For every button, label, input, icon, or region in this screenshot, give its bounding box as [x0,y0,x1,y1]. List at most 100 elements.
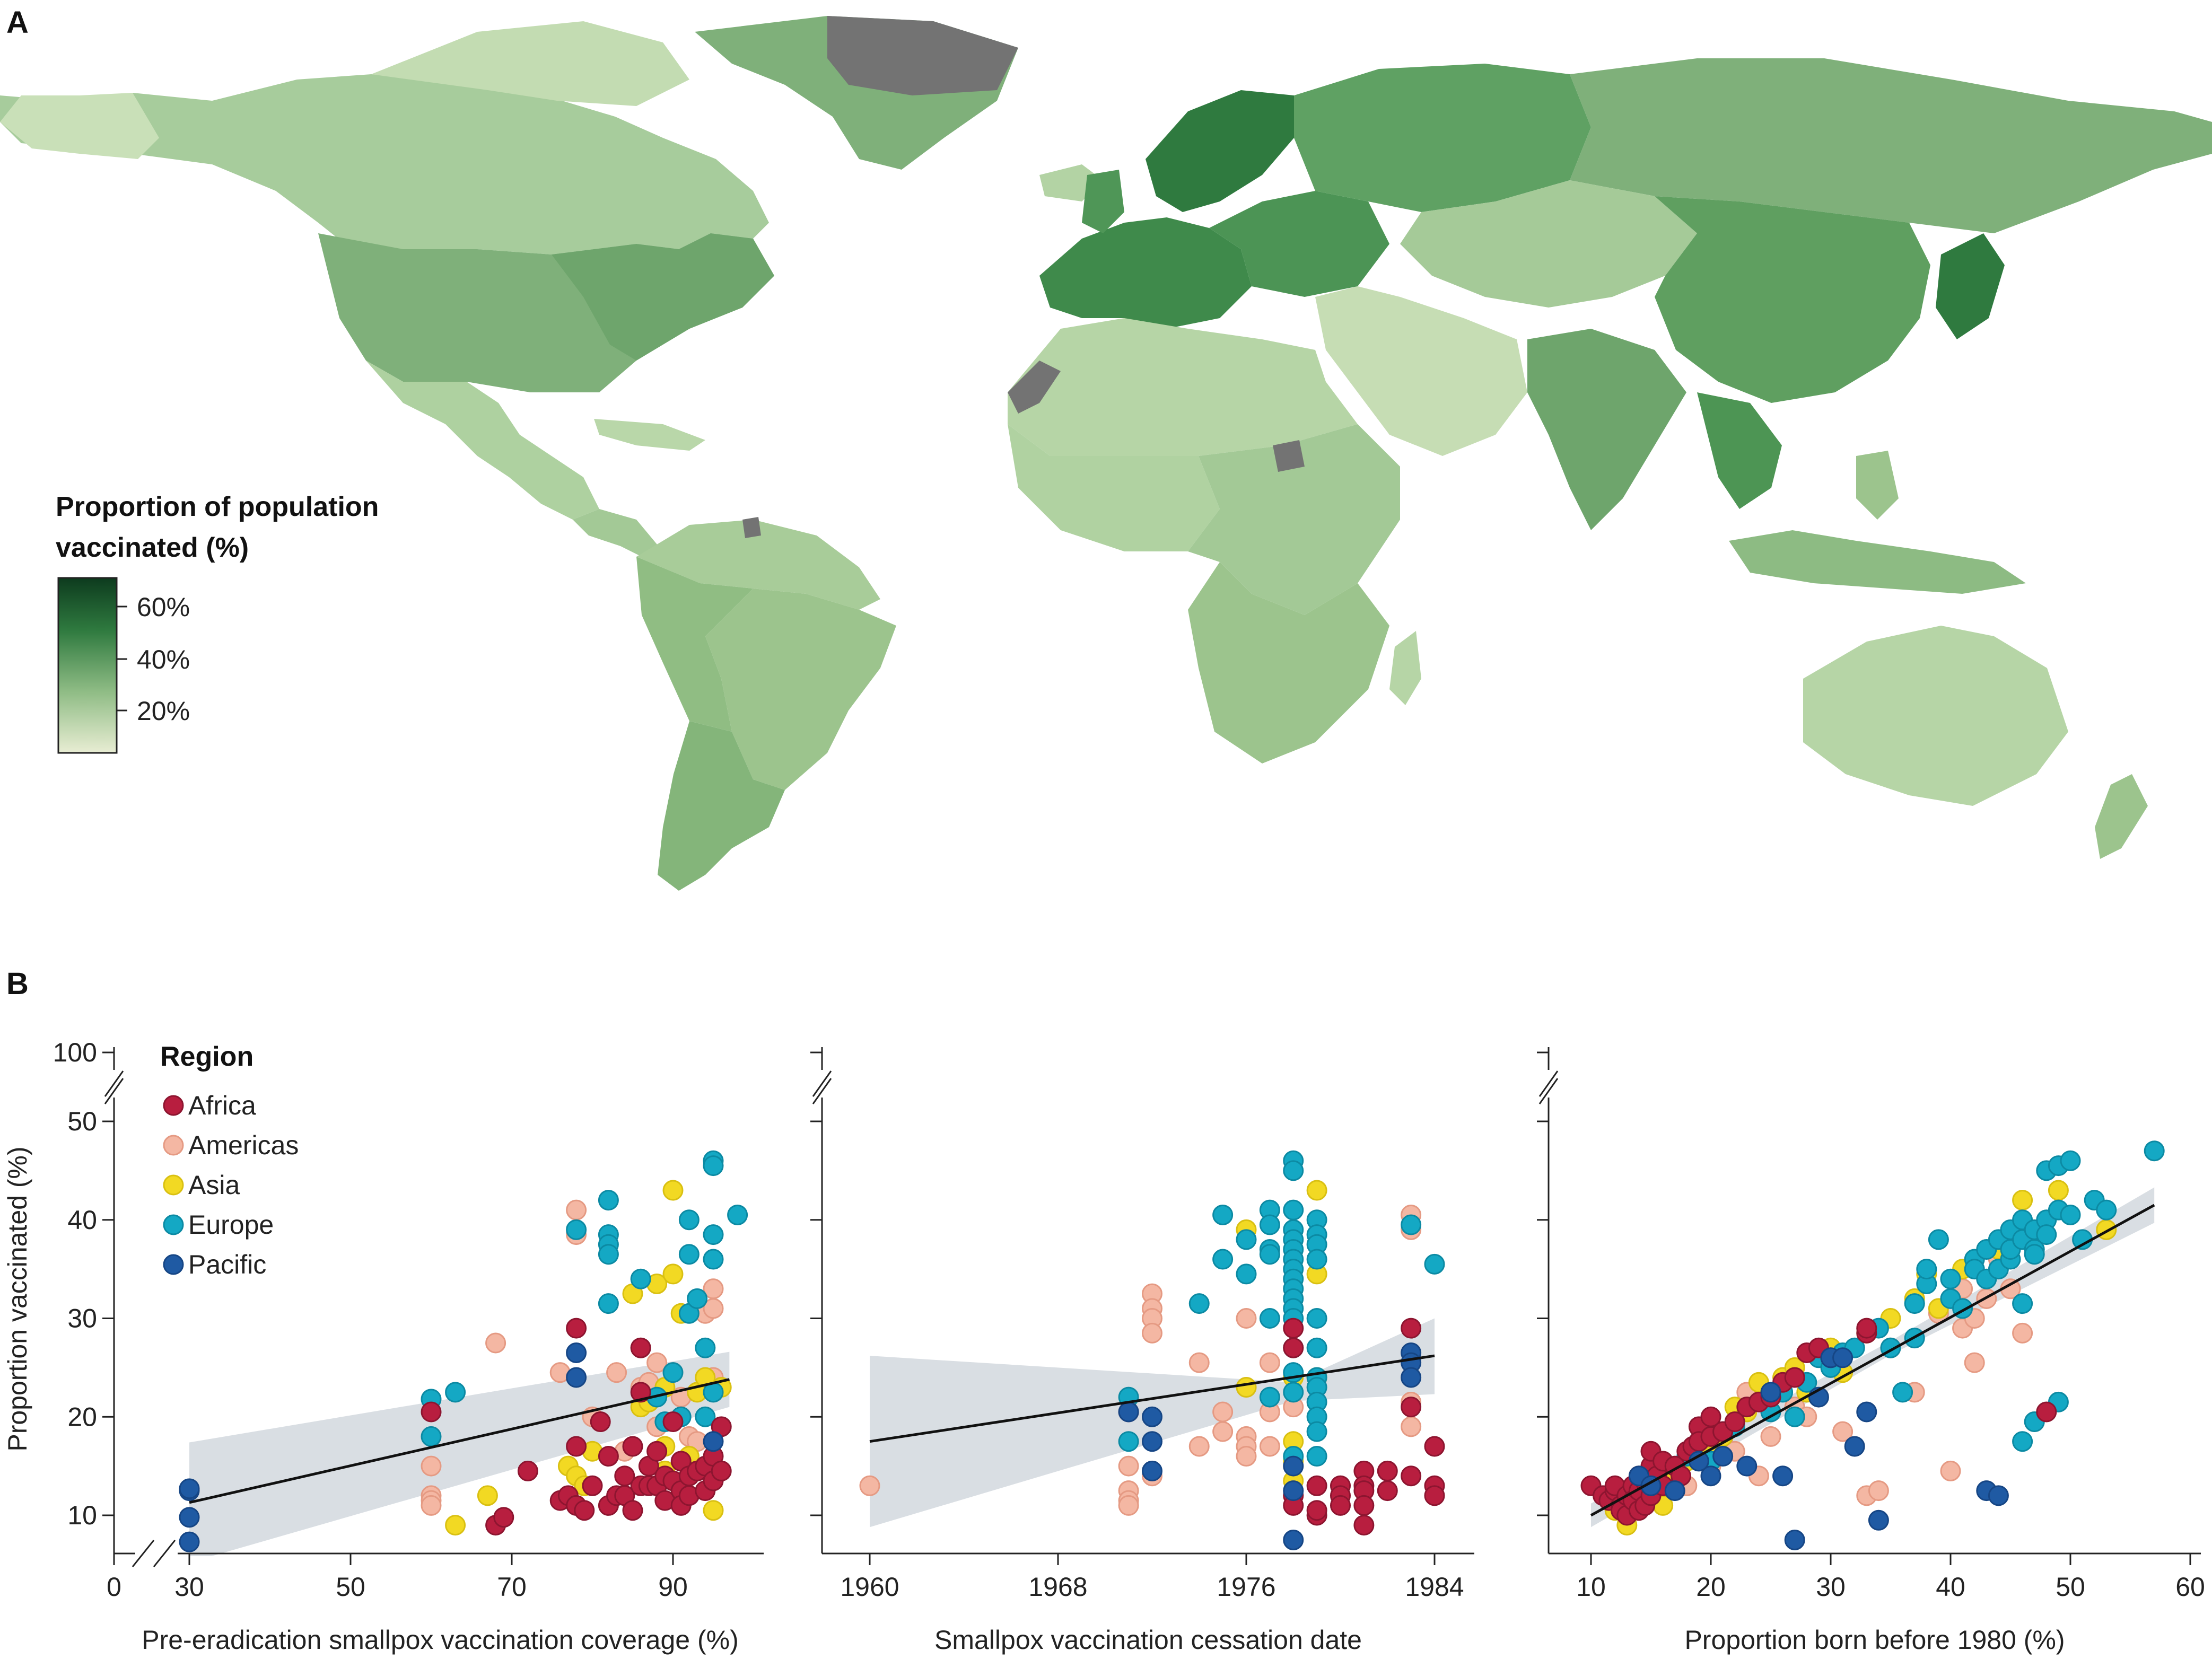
point-europe [1283,1382,1304,1403]
map-region-siberia [1570,58,2212,233]
point-americas [703,1298,724,1319]
point-asia [445,1515,466,1536]
map-region-china [1655,196,1930,403]
point-pacific [179,1507,200,1528]
point-europe [1940,1268,1961,1289]
point-europe [1306,1421,1327,1442]
point-africa [1784,1367,1805,1388]
point-africa [1724,1411,1745,1433]
x-tick-label: 20 [1696,1572,1726,1602]
legend-label-asia: Asia [188,1170,240,1200]
point-europe [1259,1386,1280,1408]
map-region-korea-japan [1936,233,2005,339]
point-americas [566,1199,587,1221]
map-region-new-zealand [2095,774,2148,859]
point-africa [1330,1495,1351,1516]
point-americas [1212,1421,1234,1442]
point-europe [703,1249,724,1270]
point-africa [582,1475,603,1496]
point-africa [598,1446,619,1467]
y-tick-label: 10 [67,1500,97,1530]
point-europe [445,1382,466,1403]
point-pacific [1283,1455,1304,1477]
point-africa [2036,1401,2057,1423]
point-asia [662,1263,684,1285]
point-pacific [1712,1446,1734,1467]
map-region-canada [0,74,769,254]
map-region-mexico [366,361,599,520]
map-legend-label-60: 60% [137,592,190,622]
point-americas [1940,1460,1961,1481]
x-axis-label-cessation: Smallpox vaccination cessation date [934,1625,1362,1655]
point-pacific [1142,1406,1162,1427]
map-region-south-america-north [636,520,880,610]
map-region-west-africa [1008,424,1220,551]
regression-line [869,1354,1435,1443]
point-africa [622,1500,643,1521]
y-tick-label: 50 [67,1107,97,1136]
point-europe [1283,1199,1304,1221]
point-americas [1212,1401,1234,1423]
point-asia [2048,1180,2069,1201]
y-axis-label: Proportion vaccinated (%) [3,1146,32,1451]
point-africa [566,1436,587,1457]
point-africa [630,1337,651,1358]
map-region-south-asia [1527,329,1686,530]
y-tick-label: 40 [67,1205,97,1235]
point-pacific [179,1478,200,1499]
point-europe [1928,1229,1949,1250]
y-axis-break-mark-3 [812,1070,832,1097]
point-americas [1401,1416,1422,1437]
point-europe [598,1244,619,1265]
x-tick-label: 40 [1936,1572,1965,1602]
point-africa [1424,1436,1445,1457]
point-europe [1236,1229,1257,1250]
map-legend-title-line2: vaccinated (%) [56,532,249,563]
panel-a-letter: A [6,5,29,40]
points-born [1580,1140,2165,1550]
point-europe [2060,1204,2081,1225]
point-africa [590,1411,611,1433]
point-africa [1401,1397,1422,1418]
point-europe [1283,1160,1304,1181]
map-region-usa-east [552,233,774,361]
point-africa [1306,1475,1327,1496]
y-axis-break-mark-5 [1538,1070,1559,1097]
point-europe [2036,1224,2057,1245]
point-europe [566,1219,587,1240]
point-pacific [703,1431,724,1452]
y-ticks-coverage: 10 20 30 40 50 100 [53,1038,114,1530]
regression-line [1590,1204,2155,1517]
x-tick-label: 70 [497,1572,527,1602]
point-europe [703,1224,724,1245]
legend-label-pacific: Pacific [188,1250,266,1279]
region-legend: Region Africa Americas Asia Europe Pacif… [160,1041,299,1279]
point-europe [727,1204,748,1225]
y-axis-break-mark-2 [104,1078,124,1104]
point-europe [421,1426,442,1447]
y-tick-label: 30 [67,1304,97,1333]
point-africa [566,1318,587,1339]
map-region-southern-africa [1188,562,1389,763]
x-tick-label: 1960 [840,1572,899,1602]
point-asia [662,1180,684,1201]
point-europe [630,1268,651,1289]
point-europe [2024,1244,2045,1265]
x-ticks-coverage: 0 30 50 70 90 [107,1553,688,1602]
point-africa [1353,1515,1375,1536]
map-region-indonesia [1729,530,2026,594]
point-pacific [1844,1436,1865,1457]
map-region-central-asia [1400,180,1697,308]
legend-label-europe: Europe [188,1210,274,1240]
x-tick-label: 1976 [1217,1572,1275,1602]
legend-marker-africa [163,1095,184,1116]
point-europe [695,1337,716,1358]
point-americas [606,1362,627,1383]
point-americas [1188,1352,1210,1373]
point-africa [1306,1500,1327,1521]
point-europe [1892,1382,1913,1403]
legend-marker-pacific [163,1254,184,1275]
point-americas [421,1495,442,1516]
legend-marker-europe [163,1214,184,1235]
